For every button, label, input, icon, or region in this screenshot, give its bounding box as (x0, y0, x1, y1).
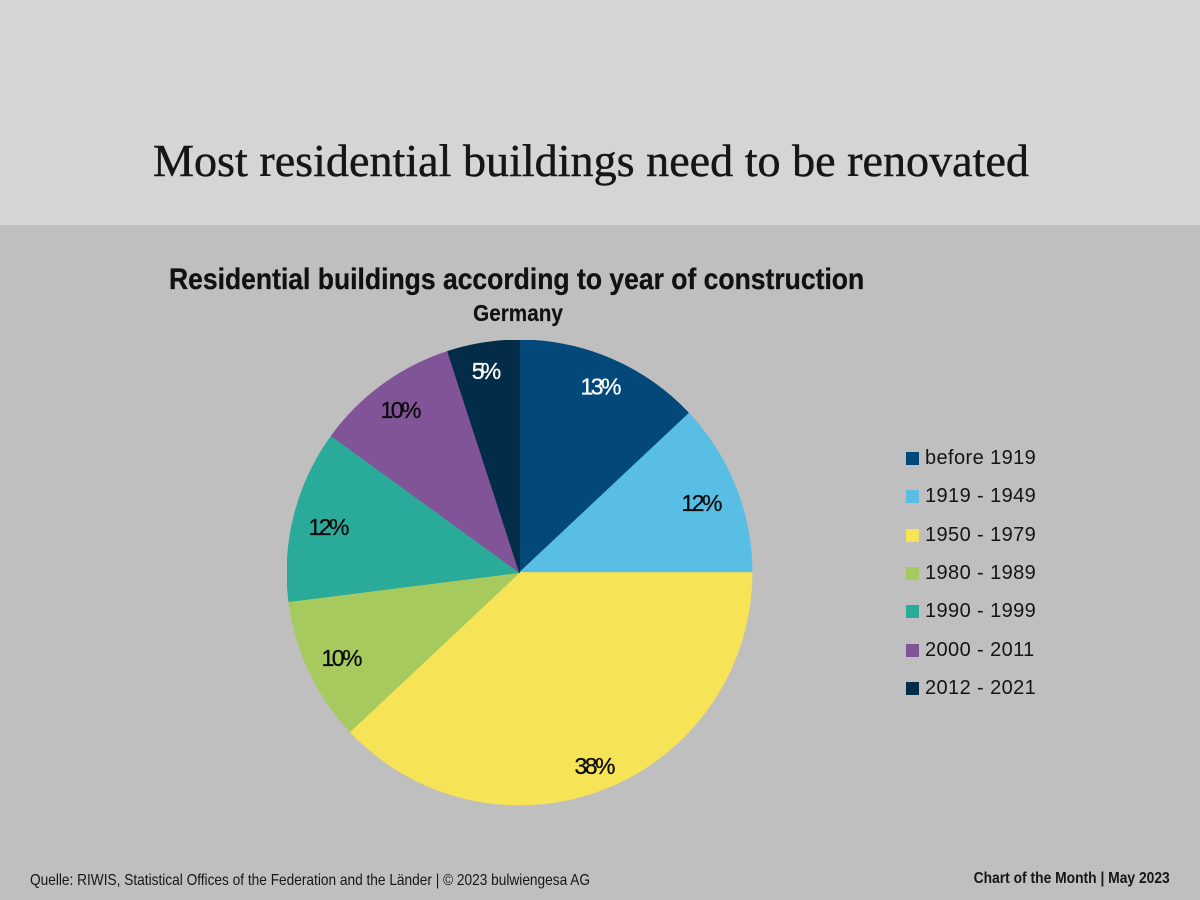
svg-text:12%: 12% (309, 514, 350, 540)
svg-text:13%: 13% (581, 373, 622, 399)
svg-text:10%: 10% (381, 397, 422, 423)
svg-text:38%: 38% (575, 753, 616, 779)
svg-text:10%: 10% (322, 645, 363, 671)
svg-text:5%: 5% (472, 358, 502, 384)
svg-text:12%: 12% (682, 490, 723, 516)
